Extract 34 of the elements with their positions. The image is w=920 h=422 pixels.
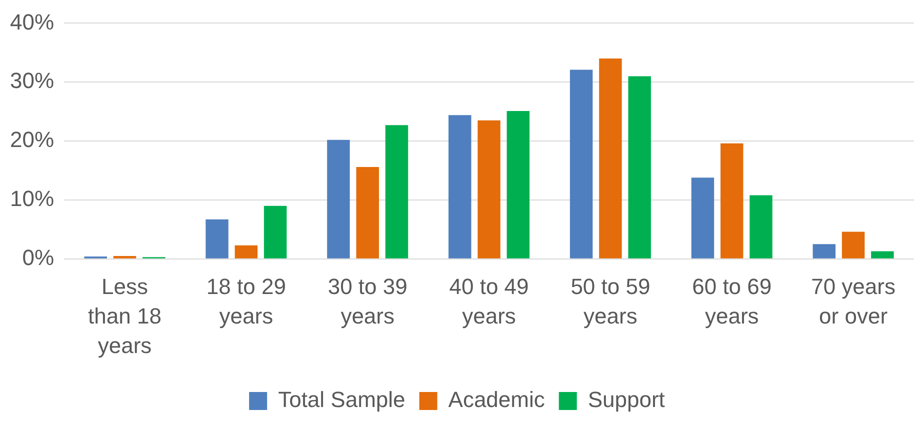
legend-label: Support (588, 387, 665, 412)
bar (385, 125, 408, 258)
x-tick-label: 50 to 59 years (570, 274, 650, 329)
x-tick-label: Less than 18 years (88, 274, 162, 358)
bar (691, 178, 714, 258)
bar (628, 76, 651, 258)
y-tick-label: 20% (10, 127, 54, 152)
x-tick-label: 70 years or over (811, 274, 896, 329)
x-tick-label: 60 to 69 years (692, 274, 772, 329)
x-tick-label: 18 to 29 years (206, 274, 286, 329)
bar (506, 111, 530, 258)
y-tick-label: 40% (10, 9, 54, 34)
bar (448, 115, 472, 258)
bar (478, 120, 500, 258)
x-tick-label: 40 to 49 years (449, 274, 529, 329)
bar (842, 232, 865, 258)
bar (234, 245, 258, 258)
bar (750, 195, 772, 258)
bar (871, 251, 894, 258)
bar (570, 70, 593, 258)
legend-label: Total Sample (278, 387, 406, 412)
y-tick-label: 10% (10, 186, 54, 212)
y-tick-label: 0% (22, 244, 54, 270)
bar (599, 58, 622, 258)
bar (356, 166, 379, 258)
bar (327, 140, 350, 258)
bar (720, 143, 744, 258)
legend-label: Academic (448, 387, 545, 412)
bar (113, 256, 136, 258)
bar (206, 219, 228, 258)
bar (264, 206, 287, 258)
x-tick-label: 30 to 39 years (328, 274, 408, 329)
bar (812, 244, 836, 258)
y-tick-label: 30% (10, 68, 54, 94)
